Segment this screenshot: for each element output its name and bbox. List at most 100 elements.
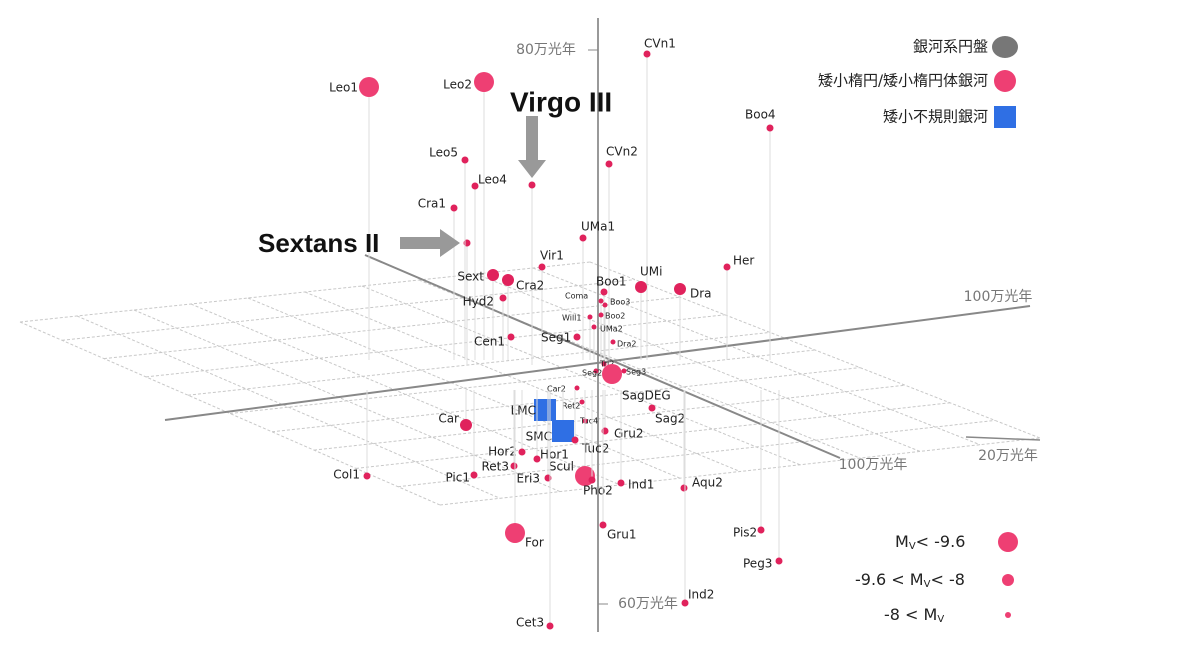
galaxy-label: Gru2 (614, 427, 643, 441)
galaxy-label: Seg2 (582, 369, 602, 378)
galaxy-label: Ind2 (688, 588, 714, 602)
galaxy-label: LMC (511, 404, 536, 418)
galaxy-label: Leo5 (429, 146, 458, 160)
legend-label: -9.6 < MV< -8 (855, 570, 965, 591)
legend-text-part: < -8 (930, 570, 964, 589)
galaxy-label: Tuc2 (581, 442, 609, 456)
galaxy-label: Will1 (562, 314, 582, 323)
scale-label: 100万光年 (964, 289, 1033, 305)
galaxy-label: Boo3 (610, 298, 630, 307)
grid-line (229, 349, 816, 414)
galaxy-dot (571, 436, 579, 444)
galaxy-label: Pis2 (733, 526, 757, 540)
galaxy-dot (643, 50, 651, 58)
galaxy-dot (766, 124, 774, 132)
galaxy-label: Hyd2 (463, 295, 494, 309)
galaxy-label: Gru1 (607, 528, 636, 542)
galaxy-dot (610, 339, 616, 345)
galaxy-dot (574, 385, 580, 391)
galaxy-label: Ret2 (562, 402, 580, 411)
galaxy-dot (528, 181, 536, 189)
galaxy-dot (538, 263, 546, 271)
galaxy-label: Hor2 (488, 445, 517, 459)
galaxy-dot (598, 312, 604, 318)
galaxy-label: SagDEG (622, 389, 671, 403)
galaxy-label: Boo1 (596, 275, 627, 289)
galaxy-label: Seg3 (626, 368, 646, 377)
galaxy-label: Pho2 (583, 484, 613, 498)
galaxy-label: Car2 (547, 385, 566, 394)
galaxy-dot (648, 404, 656, 412)
galaxy-label: Coma (565, 292, 588, 301)
galaxy-dot (602, 364, 622, 384)
legend-text-part: -8 < (884, 605, 924, 624)
galaxy-dot (588, 476, 596, 484)
galaxy-label: CVn2 (606, 145, 638, 159)
galaxy-dot (499, 294, 507, 302)
legend-text-part: < -9.6 (916, 532, 966, 551)
galaxy-label: Boo2 (605, 312, 625, 321)
magnitude-legend: MV < -9.6 -9.6 < MV< -8 -8 < MV (855, 532, 1018, 626)
galaxy-dot (546, 622, 554, 630)
galaxy-label: Tuc4 (579, 417, 598, 426)
galaxy-label: Leo1 (329, 81, 358, 95)
galaxy-dot (617, 479, 625, 487)
galaxy-dot (460, 419, 472, 431)
galaxy-dot (507, 333, 515, 341)
galaxy-dot (505, 523, 525, 543)
legend-label: 矮小不規則銀河 (883, 108, 988, 126)
galaxy-label: UMa1 (581, 220, 615, 234)
galaxy-label: Scul (549, 460, 574, 474)
legend-marker (998, 532, 1018, 552)
grid-line (361, 285, 801, 466)
galaxy-label: Vir1 (540, 249, 564, 263)
galaxy-dot (502, 274, 514, 286)
grid-line (247, 297, 681, 479)
galaxy-dot (579, 399, 585, 405)
legend-label: 銀河系円盤 (913, 38, 988, 56)
galaxy-dot (533, 455, 541, 463)
grid-line (304, 291, 741, 472)
galaxy-dot (599, 521, 607, 529)
arrow (400, 229, 460, 257)
galaxies: Leo1 Leo2 Leo5 Leo4 Cra1 CVn1 CVn2 Boo4 UMa1 Vir1… (329, 37, 783, 630)
legend-label: -8 < MV (884, 605, 944, 626)
galaxy-dot (605, 160, 613, 168)
galaxy-dot (601, 361, 607, 367)
galaxy-label: Eri3 (517, 472, 540, 486)
galaxy-label: Sag2 (655, 412, 685, 426)
galaxy-dot (487, 269, 499, 281)
legend-text-part: V (937, 614, 944, 625)
axis (164, 305, 1031, 421)
galaxy-label: Leo2 (443, 78, 472, 92)
galaxy-label: Peg3 (743, 557, 772, 571)
galaxy-label: Dra (690, 287, 712, 301)
galaxy-dot (359, 77, 379, 97)
scale-label: 60万光年 (618, 596, 678, 612)
grid-line (187, 331, 771, 396)
galaxy-dot (474, 72, 494, 92)
galaxy-dot (461, 156, 469, 164)
grid-line (313, 384, 906, 451)
legend-text-part: M (924, 605, 938, 624)
galaxy-label: Ind1 (628, 478, 654, 492)
galaxy-label: UMi (640, 265, 662, 279)
galaxy-label: Pic1 (445, 471, 470, 485)
legend-marker (1005, 612, 1011, 618)
annotation: Sextans II (258, 228, 379, 258)
galaxy-label: Her (733, 254, 754, 268)
galaxy-dot (471, 182, 479, 190)
legend-label: 矮小楕円/矮小楕円体銀河 (818, 72, 988, 90)
legend-marker (994, 106, 1016, 128)
legend-marker (992, 36, 1018, 58)
scale-bar (965, 436, 1041, 441)
annotation: Virgo III (510, 86, 612, 117)
grid-line (61, 279, 636, 341)
galaxy-dot (579, 234, 587, 242)
galaxy-label: Boo4 (745, 108, 776, 122)
scale-label: 20万光年 (978, 448, 1038, 464)
galaxy-dot (602, 302, 608, 308)
galaxy-label: Col1 (333, 468, 360, 482)
galaxy-label: For (525, 536, 544, 550)
